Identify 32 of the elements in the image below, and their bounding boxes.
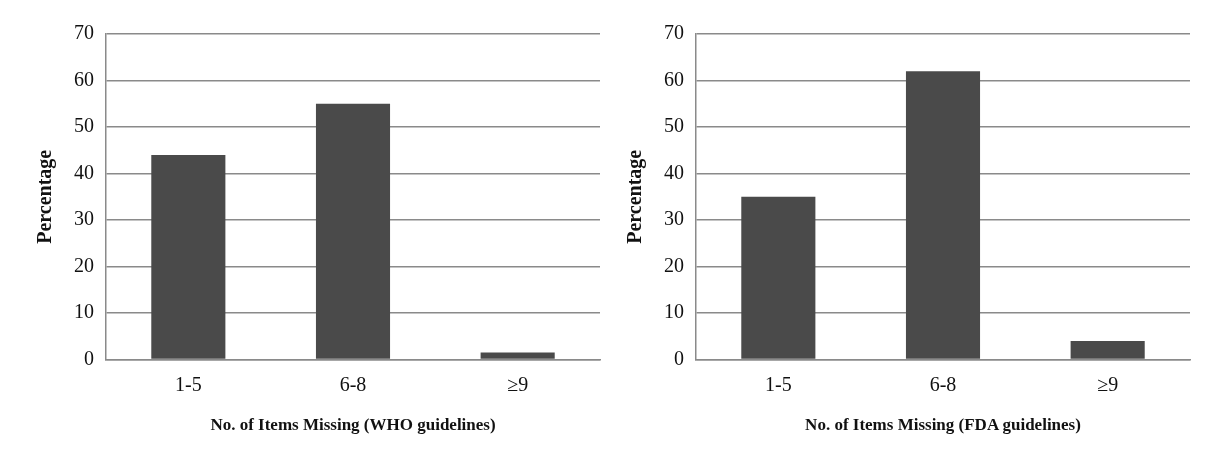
- y-tick-label: 70: [664, 21, 684, 44]
- y-tick-label: 50: [74, 114, 94, 137]
- y-tick-label: 70: [74, 21, 94, 44]
- y-tick-label: 20: [664, 253, 684, 276]
- y-axis-title: Percentage: [623, 149, 647, 244]
- x-axis-title: No. of Items Missing (WHO guidelines): [210, 415, 496, 435]
- y-tick-label: 30: [664, 207, 684, 230]
- y-tick-label: 10: [664, 300, 684, 323]
- y-tick-label: 60: [74, 67, 94, 90]
- y-tick-label: 40: [74, 160, 94, 183]
- y-tick-label: 50: [664, 114, 684, 137]
- bar: [1070, 340, 1145, 359]
- y-tick-label: 60: [664, 67, 684, 90]
- y-tick-label: 30: [74, 207, 94, 230]
- y-tick-label: 20: [74, 253, 94, 276]
- x-tick-label: 6-8: [339, 372, 367, 395]
- bar: [480, 352, 555, 359]
- bar: [905, 71, 981, 359]
- x-tick-label: 1-5: [765, 372, 792, 395]
- bar: [741, 196, 816, 359]
- y-tick-label: 0: [674, 346, 684, 369]
- x-tick-label: 6-8: [929, 372, 957, 395]
- bar: [151, 154, 226, 359]
- y-tick-label: 0: [84, 346, 94, 369]
- x-tick-label: ≥9: [1097, 372, 1119, 395]
- y-tick-label: 10: [74, 300, 94, 323]
- y-tick-label: 40: [664, 160, 684, 183]
- x-tick-label: 1-5: [175, 372, 202, 395]
- bar: [315, 103, 391, 359]
- x-tick-label: ≥9: [507, 372, 529, 395]
- y-axis-title: Percentage: [33, 149, 57, 244]
- x-axis-title: No. of Items Missing (FDA guidelines): [805, 415, 1081, 435]
